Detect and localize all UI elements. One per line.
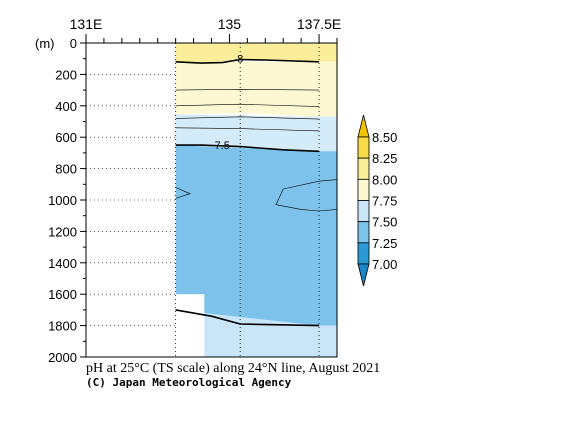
band-0-8.25-8.50: [175, 43, 337, 64]
colorbar-band-0: [357, 136, 370, 159]
y-tick-label-1200: 1200: [48, 224, 77, 239]
data-gap-1: [86, 294, 205, 357]
y-tick-label-400: 400: [55, 99, 77, 114]
contour-7.7-4: [175, 127, 320, 132]
top-axis: 131E 135 137.5E: [70, 16, 341, 43]
colorbar-tick-label-4: 7.50: [372, 215, 397, 230]
y-tick-label-2000: 2000: [48, 350, 77, 365]
contour-label-5: 7.5: [215, 140, 230, 152]
y-tick-label-1000: 1000: [48, 193, 77, 208]
colorbar-tick-label-1: 8.25: [372, 151, 397, 166]
colorbar-under-arrow: [357, 263, 370, 287]
contour-7.5-5: [175, 144, 320, 153]
colorbar-tick-label-6: 7.00: [372, 257, 397, 272]
colorbar-band-2: [357, 178, 370, 201]
colorbar-over-arrow: [357, 114, 370, 138]
colorbar-band-3: [357, 200, 370, 223]
chart-credit: (C) Japan Meteorological Agency: [86, 376, 292, 389]
contour-7.45-7: [175, 187, 191, 199]
y-tick-label-200: 200: [55, 67, 77, 82]
colorbar: 8.50 8.25 8.00 7.75 7.50 7.25 7.00: [357, 114, 397, 287]
filled-bands: [175, 43, 337, 357]
colorbar-tick-label-5: 7.25: [372, 236, 397, 251]
y-tick-label-1600: 1600: [48, 287, 77, 302]
colorbar-band-4: [357, 221, 370, 244]
y-tick-label-0: 0: [70, 36, 77, 51]
colorbar-band-5: [357, 242, 370, 265]
depth-unit-label: (m): [35, 36, 55, 51]
contour-7.75-3: [175, 116, 320, 120]
x-tick-label-0: 131E: [70, 16, 103, 32]
colorbar-tick-label-3: 7.75: [372, 194, 397, 209]
y-tick-label-800: 800: [55, 162, 77, 177]
chart-title: pH at 25°C (TS scale) along 24°N line, A…: [86, 361, 380, 376]
x-tick-label-2: 137.5E: [297, 16, 341, 32]
contour-7.5-8: [175, 309, 320, 327]
contour-8-0: [175, 58, 320, 64]
left-axis: 0 200 400 600 800 1000 1200 1400 1600 1800 2000 (m): [35, 36, 86, 365]
contour-7.85-2: [175, 103, 320, 107]
band-4-7.75-8.00: [175, 309, 337, 357]
colorbar-tick-label-2: 8.00: [372, 172, 397, 187]
x-tick-label-1: 135: [218, 16, 242, 32]
contour-7.9-1: [175, 89, 320, 91]
colorbar-tick-label-0: 8.50: [372, 130, 397, 145]
colorbar-band-1: [357, 157, 370, 180]
y-tick-label-1400: 1400: [48, 256, 77, 271]
depth-grid: [86, 74, 176, 326]
band-2-7.75-8.00: [175, 114, 337, 152]
stations: [175, 43, 320, 357]
y-tick-label-600: 600: [55, 130, 77, 145]
band-3-7.50-7.75: [175, 145, 337, 326]
y-tick-label-1800: 1800: [48, 319, 77, 334]
